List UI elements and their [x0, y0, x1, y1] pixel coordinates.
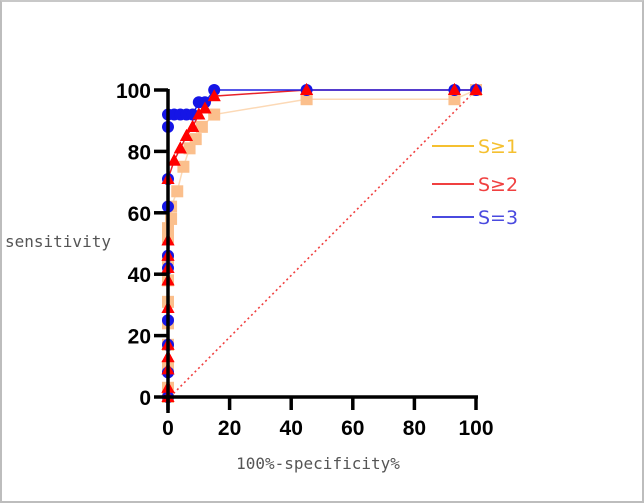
- legend-label: S≥1: [478, 136, 518, 158]
- x-tick-label: 40: [280, 417, 303, 440]
- x-axis-title: 100%-specificity%: [236, 454, 400, 473]
- legend-item: S=3: [432, 207, 518, 229]
- data-point-triangle: [186, 119, 200, 132]
- data-point-triangle: [167, 153, 181, 166]
- data-point-triangle: [198, 101, 212, 114]
- legend-label: S=3: [478, 207, 518, 229]
- x-tick-label: 80: [403, 417, 426, 440]
- y-tick-label: 100: [116, 80, 151, 103]
- axes: [164, 89, 478, 413]
- legend-item: S≥1: [432, 136, 518, 158]
- y-tick-label: 60: [128, 203, 151, 226]
- data-point-square: [300, 93, 313, 106]
- data-point-triangle: [447, 83, 461, 95]
- chance-line: [169, 89, 477, 398]
- x-tick-label: 100: [458, 417, 493, 440]
- x-tick-label: 0: [162, 417, 174, 440]
- legend-item: S≥2: [432, 174, 518, 196]
- data-point-square: [189, 133, 202, 146]
- x-axis-ticks: 0 20 40 60 80 100: [162, 397, 494, 440]
- data-point-square: [448, 93, 461, 106]
- y-tick-label: 0: [139, 387, 151, 410]
- data-point-triangle: [173, 141, 187, 154]
- data-point-triangle: [207, 89, 221, 102]
- x-tick-label: 20: [218, 417, 241, 440]
- data-point-triangle: [192, 107, 206, 120]
- y-axis-title: sensitivity: [5, 232, 111, 251]
- y-tick-label: 80: [128, 141, 151, 164]
- data-point-square: [195, 120, 208, 133]
- chance-reference-line: [169, 89, 477, 398]
- y-tick-label: 40: [128, 264, 151, 287]
- data-point-triangle: [469, 83, 483, 95]
- data-point-square: [171, 185, 184, 198]
- data-point-square: [208, 108, 221, 121]
- legend-label: S≥2: [478, 174, 518, 196]
- y-tick-label: 20: [128, 326, 151, 349]
- data-point-triangle: [300, 83, 314, 95]
- data-point-square: [177, 160, 190, 173]
- legend: S≥1 S≥2 S=3: [432, 136, 518, 229]
- y-axis-ticks: 0 20 40 60 80 100: [116, 80, 168, 410]
- x-tick-label: 60: [341, 417, 364, 440]
- data-point-square: [183, 142, 196, 155]
- data-point-triangle: [179, 129, 193, 142]
